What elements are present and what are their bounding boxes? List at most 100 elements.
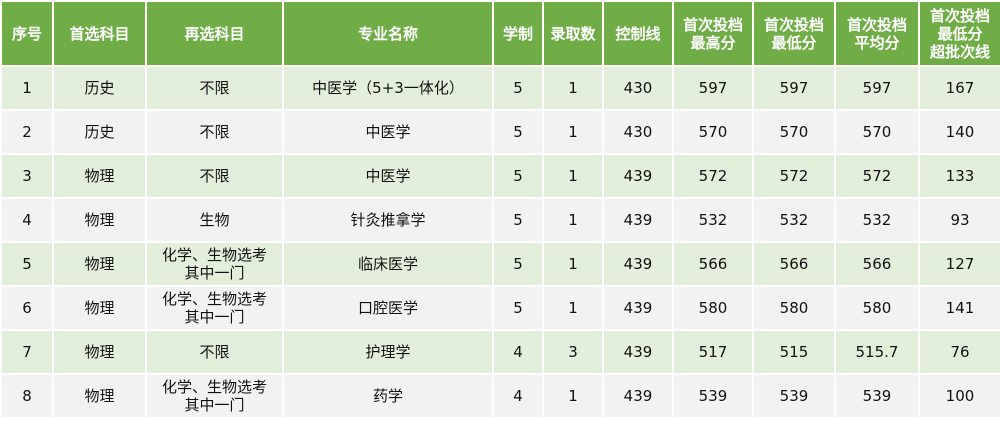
- cell-major: 护理学: [282, 329, 494, 375]
- cell-max-score: 566: [672, 241, 754, 287]
- cell-control-line: 439: [602, 241, 674, 287]
- table-row: 2 历史 不限 中医学 5 1 430 570 570 570 140: [0, 109, 1000, 155]
- cell-avg-score: 572: [834, 153, 920, 199]
- cell-first-subject: 物理: [52, 329, 147, 375]
- cell-max-score: 517: [672, 329, 754, 375]
- cell-above-line: 127: [918, 241, 1000, 287]
- table-row: 7 物理 不限 护理学 4 3 439 517 515 515.7 76: [0, 329, 1000, 375]
- header-avg-score: 首次投档 平均分: [834, 0, 920, 67]
- cell-first-subject: 历史: [52, 109, 147, 155]
- cell-major: 药学: [282, 373, 494, 419]
- cell-admitted: 1: [542, 153, 604, 199]
- cell-second-subject: 生物: [145, 197, 284, 243]
- cell-index: 2: [0, 109, 54, 155]
- table-row: 3 物理 不限 中医学 5 1 439 572 572 572 133: [0, 153, 1000, 199]
- cell-admitted: 3: [542, 329, 604, 375]
- cell-second-subject: 不限: [145, 153, 284, 199]
- cell-max-score: 572: [672, 153, 754, 199]
- cell-first-subject: 物理: [52, 153, 147, 199]
- cell-major: 中医学（5+3一体化）: [282, 65, 494, 111]
- header-major: 专业名称: [282, 0, 494, 67]
- cell-admitted: 1: [542, 109, 604, 155]
- cell-min-score: 572: [752, 153, 836, 199]
- cell-avg-score: 580: [834, 285, 920, 331]
- cell-index: 5: [0, 241, 54, 287]
- cell-admitted: 1: [542, 373, 604, 419]
- cell-above-line: 141: [918, 285, 1000, 331]
- cell-major: 中医学: [282, 109, 494, 155]
- cell-control-line: 439: [602, 153, 674, 199]
- cell-max-score: 539: [672, 373, 754, 419]
- table-row: 6 物理 化学、生物选考 其中一门 口腔医学 5 1 439 580 580 580 141: [0, 285, 1000, 331]
- cell-index: 1: [0, 65, 54, 111]
- cell-control-line: 439: [602, 197, 674, 243]
- cell-admitted: 1: [542, 65, 604, 111]
- table-row: 5 物理 化学、生物选考 其中一门 临床医学 5 1 439 566 566 566 127: [0, 241, 1000, 287]
- cell-control-line: 439: [602, 329, 674, 375]
- header-above-line: 首次投档 最低分 超批次线: [918, 0, 1000, 67]
- cell-index: 8: [0, 373, 54, 419]
- cell-above-line: 76: [918, 329, 1000, 375]
- cell-first-subject: 物理: [52, 373, 147, 419]
- cell-max-score: 580: [672, 285, 754, 331]
- cell-second-subject: 化学、生物选考 其中一门: [145, 241, 284, 287]
- cell-years: 4: [492, 329, 544, 375]
- cell-major: 中医学: [282, 153, 494, 199]
- cell-second-subject: 化学、生物选考 其中一门: [145, 285, 284, 331]
- cell-max-score: 532: [672, 197, 754, 243]
- cell-above-line: 93: [918, 197, 1000, 243]
- cell-major: 口腔医学: [282, 285, 494, 331]
- cell-avg-score: 539: [834, 373, 920, 419]
- cell-control-line: 439: [602, 373, 674, 419]
- cell-min-score: 515: [752, 329, 836, 375]
- cell-major: 临床医学: [282, 241, 494, 287]
- header-admitted: 录取数: [542, 0, 604, 67]
- cell-admitted: 1: [542, 197, 604, 243]
- cell-index: 7: [0, 329, 54, 375]
- header-max-score: 首次投档 最高分: [672, 0, 754, 67]
- cell-second-subject: 不限: [145, 329, 284, 375]
- header-control-line: 控制线: [602, 0, 674, 67]
- header-second-subject: 再选科目: [145, 0, 284, 67]
- table-row: 1 历史 不限 中医学（5+3一体化） 5 1 430 597 597 597 167: [0, 65, 1000, 111]
- cell-years: 5: [492, 109, 544, 155]
- table-row: 4 物理 生物 针灸推拿学 5 1 439 532 532 532 93: [0, 197, 1000, 243]
- header-row: 序号 首选科目 再选科目 专业名称 学制 录取数 控制线 首次投档 最高分 首次投档 最低分 首次投档…: [0, 0, 1000, 67]
- cell-second-subject: 不限: [145, 65, 284, 111]
- cell-min-score: 570: [752, 109, 836, 155]
- table-row: 8 物理 化学、生物选考 其中一门 药学 4 1 439 539 539 539 100: [0, 373, 1000, 419]
- cell-avg-score: 515.7: [834, 329, 920, 375]
- cell-avg-score: 532: [834, 197, 920, 243]
- cell-index: 4: [0, 197, 54, 243]
- cell-avg-score: 570: [834, 109, 920, 155]
- cell-first-subject: 物理: [52, 241, 147, 287]
- header-min-score: 首次投档 最低分: [752, 0, 836, 67]
- cell-min-score: 566: [752, 241, 836, 287]
- header-index: 序号: [0, 0, 54, 67]
- cell-second-subject: 不限: [145, 109, 284, 155]
- cell-years: 5: [492, 65, 544, 111]
- cell-first-subject: 物理: [52, 197, 147, 243]
- cell-first-subject: 物理: [52, 285, 147, 331]
- cell-index: 6: [0, 285, 54, 331]
- cell-avg-score: 597: [834, 65, 920, 111]
- cell-years: 4: [492, 373, 544, 419]
- cell-control-line: 439: [602, 285, 674, 331]
- cell-years: 5: [492, 153, 544, 199]
- cell-years: 5: [492, 285, 544, 331]
- cell-min-score: 597: [752, 65, 836, 111]
- header-years: 学制: [492, 0, 544, 67]
- cell-max-score: 597: [672, 65, 754, 111]
- header-first-subject: 首选科目: [52, 0, 147, 67]
- cell-index: 3: [0, 153, 54, 199]
- cell-years: 5: [492, 241, 544, 287]
- cell-avg-score: 566: [834, 241, 920, 287]
- cell-major: 针灸推拿学: [282, 197, 494, 243]
- cell-above-line: 133: [918, 153, 1000, 199]
- cell-above-line: 100: [918, 373, 1000, 419]
- cell-years: 5: [492, 197, 544, 243]
- cell-above-line: 167: [918, 65, 1000, 111]
- cell-control-line: 430: [602, 109, 674, 155]
- cell-control-line: 430: [602, 65, 674, 111]
- cell-above-line: 140: [918, 109, 1000, 155]
